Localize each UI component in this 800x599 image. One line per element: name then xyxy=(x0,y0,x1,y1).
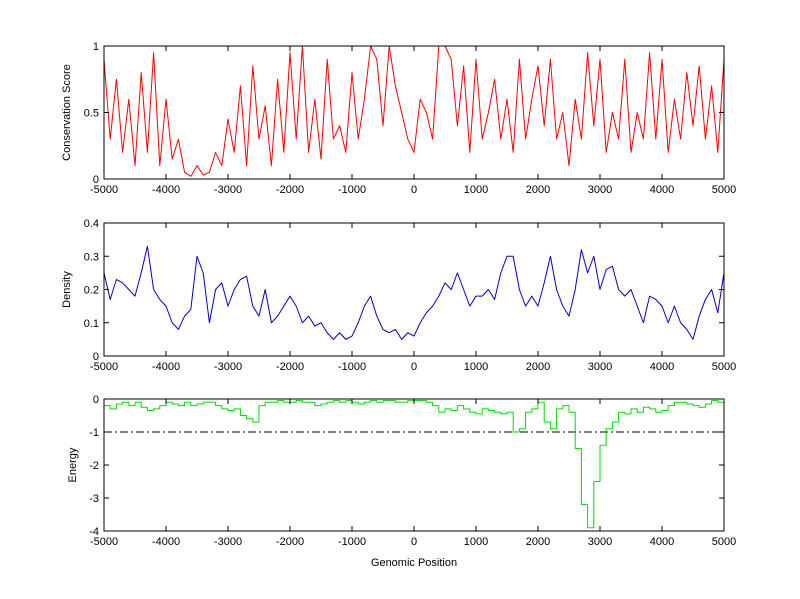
density-x-tick-label: 4000 xyxy=(650,361,674,373)
density-x-tick-label: -5000 xyxy=(90,361,118,373)
conservation-plot-area xyxy=(104,46,724,179)
energy-y-tick-label: -2 xyxy=(89,460,99,472)
conservation-y-tick-label: 0 xyxy=(93,174,99,186)
energy-x-tick-label: 5000 xyxy=(712,536,736,548)
density-x-tick-label: -1000 xyxy=(338,361,366,373)
energy-y-tick-label: -3 xyxy=(89,493,99,505)
conservation-x-tick-label: 3000 xyxy=(588,184,612,196)
energy-plot-area xyxy=(104,399,724,531)
density-x-tick-label: -2000 xyxy=(276,361,304,373)
density-x-tick-label: -3000 xyxy=(214,361,242,373)
conservation-x-tick-label: -5000 xyxy=(90,184,118,196)
conservation-x-tick-label: 0 xyxy=(411,184,417,196)
density-y-tick-label: 0.2 xyxy=(84,285,99,297)
energy-panel: -5000 -4000 -3000 -2000 -1000 0 1000 2000 3000 40… xyxy=(67,394,736,569)
density-x-tick-label: 1000 xyxy=(464,361,488,373)
energy-x-tick-label: 4000 xyxy=(650,536,674,548)
density-series-line xyxy=(103,245,725,340)
conservation-series-line xyxy=(103,45,725,177)
conservation-x-tick-label: -4000 xyxy=(152,184,180,196)
energy-x-tick-label: -3000 xyxy=(214,536,242,548)
density-x-tick-label: 5000 xyxy=(712,361,736,373)
conservation-panel: -5000 -4000 -3000 -2000 -1000 0 1000 2000 3000 40… xyxy=(61,41,736,196)
density-x-tick-label: 3000 xyxy=(588,361,612,373)
density-panel: -5000 -4000 -3000 -2000 -1000 0 1000 2000 3000 40… xyxy=(61,218,736,373)
conservation-x-tick-label: -1000 xyxy=(338,184,366,196)
energy-x-tick-label: -5000 xyxy=(90,536,118,548)
energy-x-tick-label: -1000 xyxy=(338,536,366,548)
density-y-tick-label: 0.1 xyxy=(84,318,99,330)
density-y-tick-label: 0.3 xyxy=(84,251,99,263)
energy-x-tick-label: -2000 xyxy=(276,536,304,548)
conservation-x-tick-label: -3000 xyxy=(214,184,242,196)
conservation-y-tick-label: 1 xyxy=(93,41,99,53)
energy-series-line xyxy=(104,400,724,529)
conservation-y-tick-label: 0.5 xyxy=(84,108,99,120)
energy-x-tick-label: 3000 xyxy=(588,536,612,548)
energy-y-tick-label: -1 xyxy=(89,427,99,439)
density-x-tick-label: 2000 xyxy=(526,361,550,373)
energy-x-tick-label: -4000 xyxy=(152,536,180,548)
conservation-x-tick-label: 1000 xyxy=(464,184,488,196)
energy-x-tick-label: 1000 xyxy=(464,536,488,548)
energy-y-tick-label: -4 xyxy=(89,526,99,538)
energy-x-axis-label: Genomic Position xyxy=(371,557,457,569)
energy-x-tick-label: 2000 xyxy=(526,536,550,548)
conservation-x-tick-label: 2000 xyxy=(526,184,550,196)
conservation-x-tick-label: 5000 xyxy=(712,184,736,196)
conservation-x-tick-label: 4000 xyxy=(650,184,674,196)
density-y-tick-label: 0 xyxy=(93,351,99,363)
energy-x-tick-label: 0 xyxy=(411,536,417,548)
density-plot-area xyxy=(104,223,724,356)
density-x-tick-label: 0 xyxy=(411,361,417,373)
energy-y-tick-label: 0 xyxy=(93,394,99,406)
density-y-axis-label: Density xyxy=(61,271,73,308)
density-y-tick-label: 0.4 xyxy=(84,218,99,230)
energy-y-axis-label: Energy xyxy=(67,447,79,482)
conservation-y-axis-label: Conservation Score xyxy=(61,64,73,161)
conservation-x-tick-label: -2000 xyxy=(276,184,304,196)
density-x-tick-label: -4000 xyxy=(152,361,180,373)
